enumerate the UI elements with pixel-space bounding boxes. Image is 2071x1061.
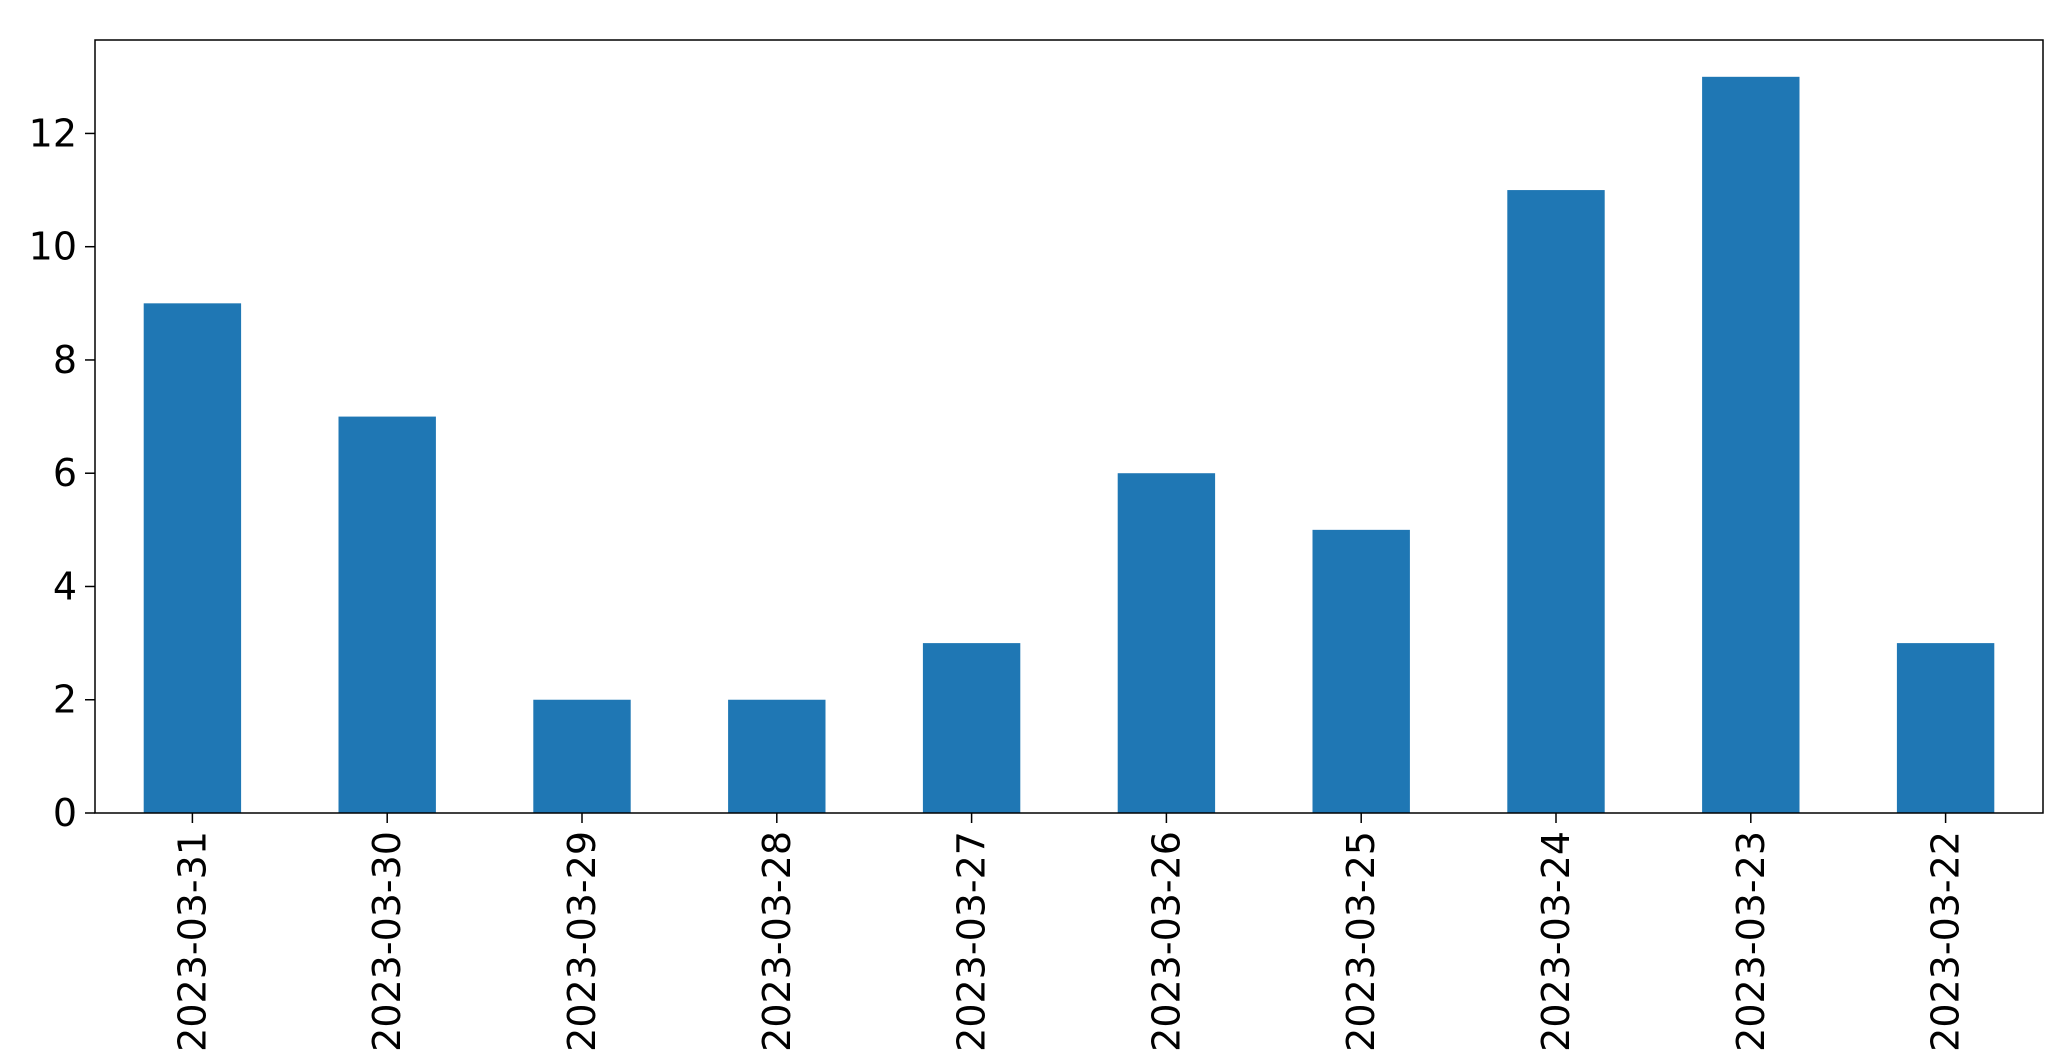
x-tick-label: 2023-03-29 [560, 831, 604, 1052]
x-tick-label: 2023-03-27 [950, 831, 994, 1052]
x-axis: 2023-03-31 2023-03-30 2023-03-29 2023-03-28… [170, 813, 1968, 1052]
y-tick-label: 0 [53, 791, 77, 835]
bar-2023-03-22 [1896, 643, 1995, 813]
bar-2023-03-28 [728, 699, 826, 813]
x-tick-label: 2023-03-28 [755, 831, 799, 1052]
bar-2023-03-31 [143, 303, 242, 813]
y-tick-label: 4 [53, 564, 77, 608]
bar-2023-03-23 [1702, 76, 1800, 813]
x-tick-label: 2023-03-24 [1534, 831, 1578, 1052]
x-tick-label: 2023-03-22 [1924, 831, 1968, 1052]
y-tick-label: 2 [53, 678, 77, 722]
bar-2023-03-25 [1312, 529, 1410, 813]
x-tick-label: 2023-03-23 [1729, 831, 1773, 1052]
bar-2023-03-29 [533, 699, 631, 813]
bar-2023-03-24 [1507, 190, 1605, 813]
y-tick-label: 12 [29, 111, 77, 155]
x-tick-label: 2023-03-26 [1144, 831, 1188, 1052]
x-tick-label: 2023-03-30 [365, 831, 409, 1052]
y-tick-label: 10 [29, 225, 77, 269]
y-axis: 0 2 4 6 8 10 12 [29, 111, 95, 835]
x-tick-label: 2023-03-25 [1339, 831, 1383, 1052]
plot-area-frame [94, 39, 2044, 814]
bar-2023-03-27 [922, 643, 1021, 813]
bar-2023-03-26 [1117, 473, 1216, 813]
y-tick-label: 6 [53, 451, 77, 495]
x-tick-label: 2023-03-31 [170, 831, 214, 1052]
y-tick-label: 8 [53, 338, 77, 382]
bar-2023-03-30 [338, 416, 436, 813]
bars-layer [143, 76, 1995, 813]
